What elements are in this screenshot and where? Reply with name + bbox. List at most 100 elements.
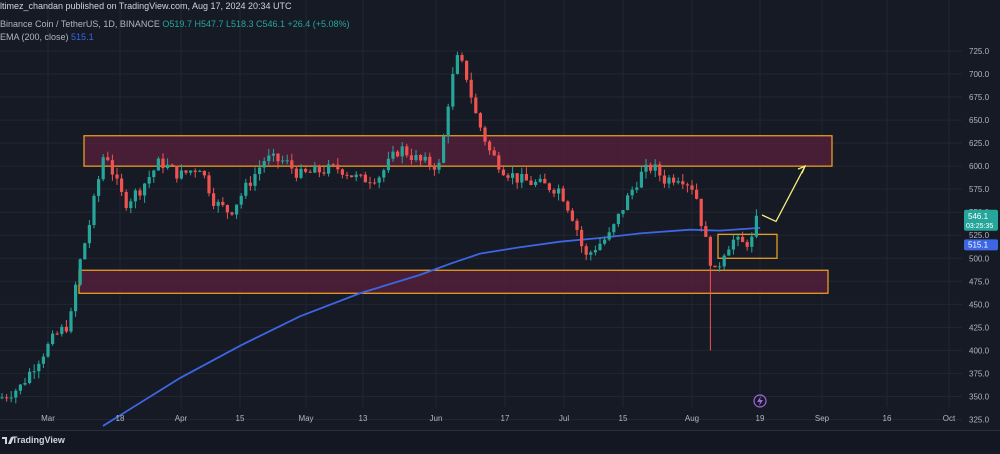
candle <box>520 167 524 189</box>
candle <box>363 171 367 183</box>
candle-body <box>409 155 413 160</box>
price-tick-label: 350.0 <box>969 392 990 401</box>
time-axis[interactable]: Mar 18 Apr 15 May 13 Jun 17 Jul 15 Aug 19 Sep 16 Oct <box>41 414 956 423</box>
candle <box>373 178 377 185</box>
candle <box>202 170 206 179</box>
candle <box>101 153 105 182</box>
countdown-text: 03:25:35 <box>966 223 993 230</box>
candle <box>299 163 303 179</box>
time-tick-label: 16 <box>883 414 892 423</box>
candle-body <box>74 284 78 312</box>
time-tick-label: May <box>298 414 313 423</box>
candle-body <box>202 170 206 176</box>
candle-body <box>32 371 36 373</box>
candle <box>133 188 137 209</box>
candle-body <box>336 164 340 170</box>
candle-body <box>722 255 726 267</box>
price-tick-label: 675.0 <box>969 93 990 102</box>
candle-body <box>465 60 469 80</box>
candle <box>451 67 455 110</box>
candle <box>5 394 9 402</box>
candle-body <box>170 164 174 166</box>
candle-body <box>584 246 588 255</box>
candle <box>644 158 648 179</box>
price-tick-label: 475.0 <box>969 277 990 286</box>
candle <box>552 188 556 198</box>
candle <box>419 154 423 166</box>
candle <box>262 157 266 173</box>
candle-body <box>161 158 165 169</box>
symbol-name[interactable]: Binance Coin / TetherUS, 1D, BINANCE <box>0 19 160 29</box>
candle <box>9 391 13 403</box>
candle-body <box>193 170 197 172</box>
candle <box>538 174 542 183</box>
candle <box>294 165 298 182</box>
candle-body <box>405 146 409 156</box>
candle <box>543 173 547 184</box>
price-tick-label: 500.0 <box>969 254 990 263</box>
candle <box>704 221 708 237</box>
candle <box>64 319 68 334</box>
price-tick-label: 575.0 <box>969 185 990 194</box>
candle <box>78 258 82 287</box>
candle-body <box>138 190 142 196</box>
candle-body <box>460 55 464 61</box>
candle-body <box>497 155 501 170</box>
time-tick-label: Mar <box>41 414 55 423</box>
candle <box>400 142 404 164</box>
candle-body <box>359 174 363 176</box>
candle <box>478 112 482 132</box>
candle-body <box>350 175 354 178</box>
candle <box>566 200 570 213</box>
candle-body <box>672 177 676 183</box>
price-badges: 546.1 03:25:35 515.1 <box>753 209 998 408</box>
candle <box>676 177 680 185</box>
candle-body <box>207 175 211 194</box>
candle <box>230 211 234 216</box>
candle <box>175 165 179 183</box>
projection-path <box>761 165 806 223</box>
candle-body <box>483 127 487 142</box>
candle <box>322 166 326 176</box>
candle-body <box>115 174 119 179</box>
candle <box>575 218 579 236</box>
candle-body <box>750 236 754 247</box>
candle-body <box>621 210 625 214</box>
candle-body <box>212 193 216 206</box>
candle-body <box>382 170 386 178</box>
zone-consolidation <box>717 233 778 259</box>
candle-body <box>690 185 694 190</box>
candle-body <box>198 170 202 172</box>
candle-body <box>451 73 455 107</box>
grid-lines <box>0 0 962 420</box>
candle-body <box>110 160 114 175</box>
candle-body <box>258 167 262 174</box>
candle-body <box>644 164 648 172</box>
candle <box>313 162 317 173</box>
candle-body <box>437 162 441 170</box>
candle-body <box>529 180 533 185</box>
candle-body <box>708 236 712 266</box>
candle-body <box>28 371 32 383</box>
candle <box>207 171 211 197</box>
brand-name: TradingView <box>12 435 65 445</box>
candle <box>18 384 22 395</box>
candle-body <box>189 170 193 173</box>
candle-body <box>616 213 620 225</box>
ema-legend[interactable]: EMA (200, close) 515.1 <box>0 32 94 42</box>
candle-body <box>97 179 101 196</box>
time-tick-label: Apr <box>175 414 188 423</box>
candle-body <box>281 160 285 162</box>
candle <box>580 226 584 253</box>
candle-body <box>534 181 538 185</box>
candle-body <box>120 178 124 192</box>
candle <box>354 171 358 182</box>
candle <box>501 165 505 176</box>
candle <box>750 232 754 253</box>
candle-body <box>520 174 524 183</box>
candle-body <box>653 164 657 171</box>
candle <box>308 169 312 173</box>
price-axis[interactable]: 725.0700.0675.0650.0625.0600.0575.0550.0… <box>969 47 990 424</box>
